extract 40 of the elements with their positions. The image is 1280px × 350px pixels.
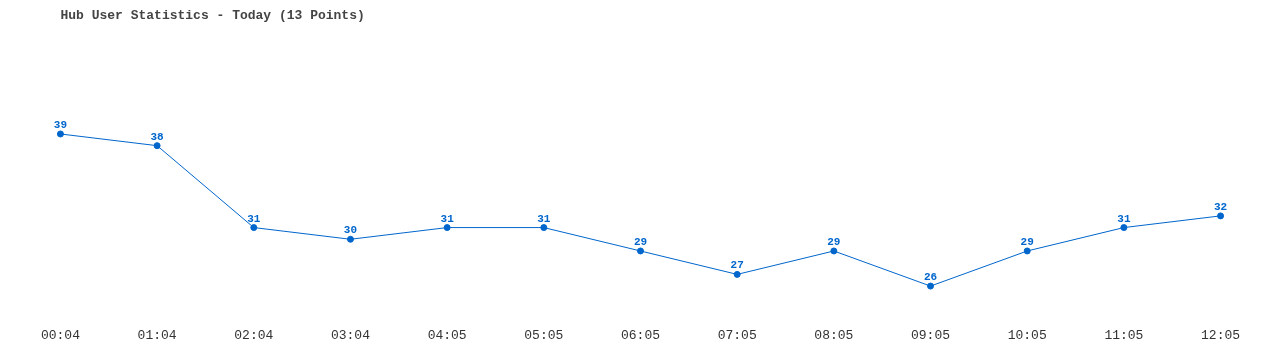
chart-title: Hub User Statistics - Today (13 Points) xyxy=(60,7,365,23)
data-label: 32 xyxy=(1213,200,1228,213)
point xyxy=(153,142,161,150)
point xyxy=(733,270,741,278)
point xyxy=(443,224,451,232)
x-tick-label: 02:04 xyxy=(234,327,274,343)
point xyxy=(927,282,935,290)
point xyxy=(1217,212,1225,220)
point xyxy=(830,247,838,255)
x-tick-label: 00:04 xyxy=(40,327,81,343)
point xyxy=(540,224,548,232)
x-tick-label: 08:05 xyxy=(814,327,854,343)
data-label: 39 xyxy=(53,118,68,131)
data-label: 27 xyxy=(730,259,744,272)
data-label: 31 xyxy=(1117,212,1131,225)
data-label: 31 xyxy=(247,212,261,225)
point xyxy=(250,224,258,232)
data-label: 30 xyxy=(343,224,358,237)
data-label: 29 xyxy=(633,235,648,248)
data-label: 26 xyxy=(923,271,938,284)
data-label: 29 xyxy=(827,235,841,248)
data-label: 31 xyxy=(537,212,551,225)
x-tick-label: 06:05 xyxy=(621,327,661,343)
data-label: 31 xyxy=(440,212,455,225)
x-tick-label: 07:05 xyxy=(717,327,757,343)
x-tick-label: 05:05 xyxy=(524,327,564,343)
x-tick-label: 09:05 xyxy=(911,327,951,343)
x-tick-label: 10:05 xyxy=(1007,327,1047,343)
data-label: 38 xyxy=(150,130,165,143)
point xyxy=(346,235,354,243)
point xyxy=(637,247,644,255)
data-label: 29 xyxy=(1020,235,1034,248)
point xyxy=(56,130,64,138)
x-tick-label: 01:04 xyxy=(137,327,177,343)
x-tick-label: 11:05 xyxy=(1104,327,1144,343)
x-tick-label: 12:05 xyxy=(1201,327,1241,343)
point xyxy=(1023,247,1031,255)
point xyxy=(1120,224,1128,232)
x-tick-label: 03:04 xyxy=(330,327,371,343)
x-tick-label: 04:05 xyxy=(427,327,467,343)
